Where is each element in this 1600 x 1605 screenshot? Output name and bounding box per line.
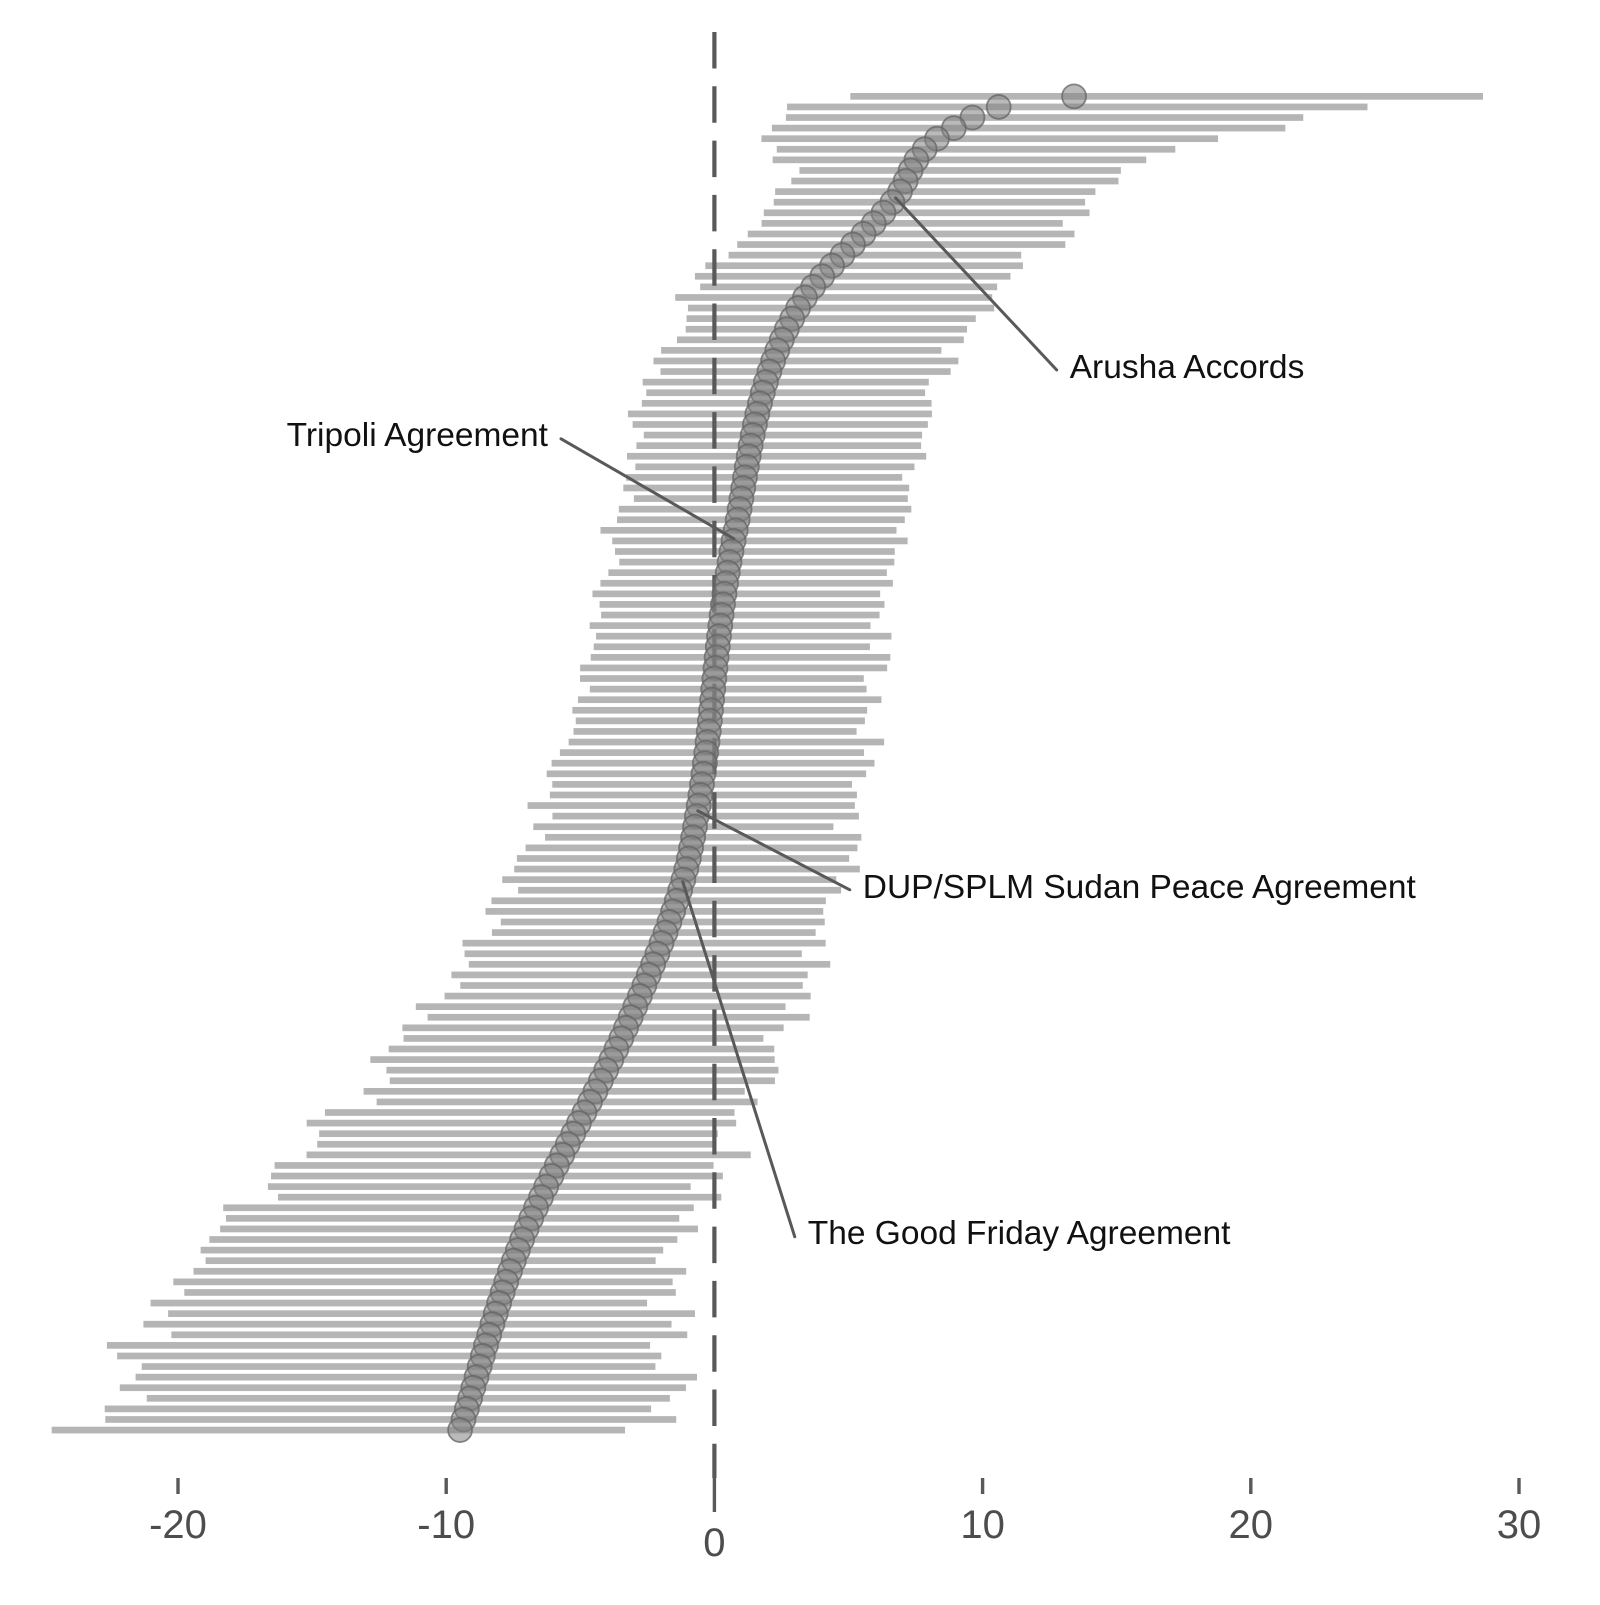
svg-text:-10: -10 [417,1503,475,1547]
svg-text:-20: -20 [149,1503,207,1547]
svg-text:0: 0 [703,1521,725,1565]
svg-text:The Good Friday Agreement: The Good Friday Agreement [808,1215,1231,1252]
svg-text:Arusha Accords: Arusha Accords [1070,349,1305,386]
svg-text:DUP/SPLM Sudan Peace Agreement: DUP/SPLM Sudan Peace Agreement [863,869,1417,906]
svg-text:20: 20 [1229,1503,1274,1547]
svg-text:30: 30 [1497,1503,1542,1547]
svg-text:Tripoli Agreement: Tripoli Agreement [287,417,549,454]
svg-text:10: 10 [960,1503,1005,1547]
